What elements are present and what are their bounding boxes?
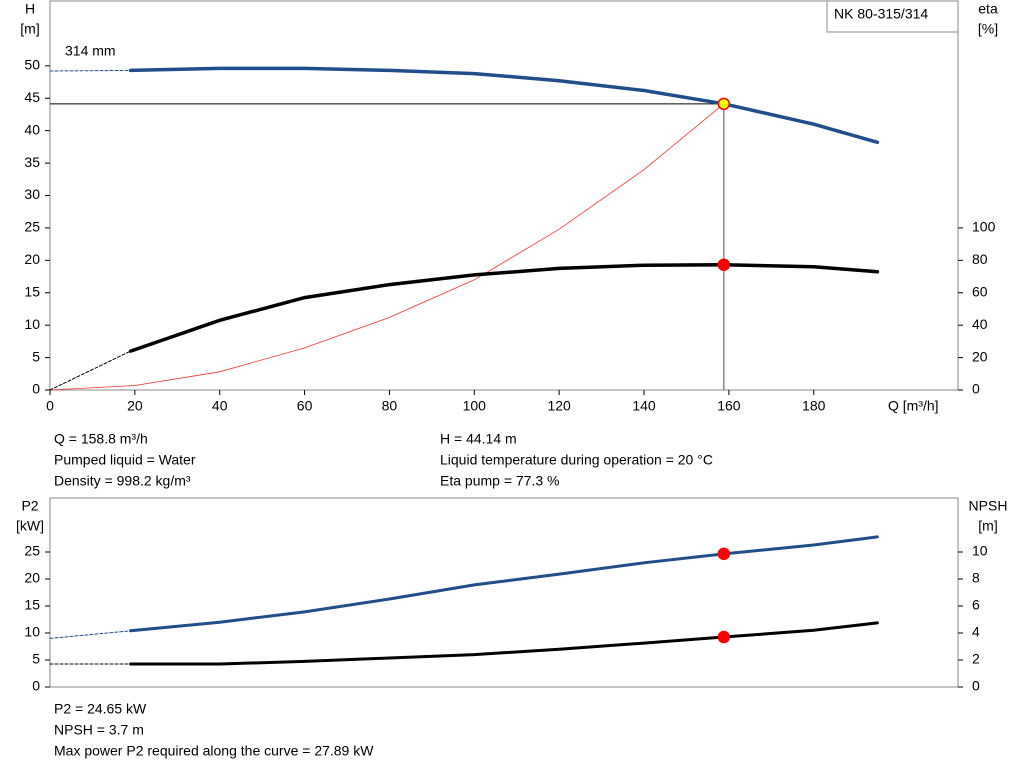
y-tick-label: 25 [24, 219, 40, 235]
duty-marker [717, 258, 731, 271]
y-axis-label: P2 [21, 498, 38, 514]
x-tick-label: 0 [46, 398, 54, 414]
y-tick-label: 25 [24, 543, 40, 559]
y2-tick-label: 20 [972, 348, 988, 364]
duty-marker [717, 547, 731, 561]
y2-axis-label: eta [978, 1, 998, 17]
y-tick-label: 5 [32, 348, 40, 364]
y2-tick-label: 4 [972, 624, 980, 640]
y2-tick-label: 100 [972, 219, 996, 235]
y2-tick-label: 0 [972, 678, 980, 694]
y-tick-label: 10 [24, 316, 40, 332]
x-tick-label: 160 [717, 398, 741, 414]
curve [49, 69, 132, 72]
y-axis-unit: [m] [20, 21, 39, 37]
y2-tick-label: 80 [972, 251, 988, 267]
plot-frame [49, 497, 959, 688]
curve [49, 630, 132, 639]
curve [129, 535, 879, 633]
y-tick-label: 15 [24, 283, 40, 299]
x-tick-label: 100 [463, 398, 487, 414]
y-tick-label: 0 [32, 381, 40, 397]
info-text: H = 44.14 m [440, 431, 517, 447]
info-text: Eta pump = 77.3 % [440, 473, 559, 489]
y2-axis-unit: [%] [978, 21, 998, 37]
y-tick-label: 30 [24, 186, 40, 202]
y2-tick-label: 2 [972, 651, 980, 667]
y-tick-label: 35 [24, 154, 40, 170]
y-tick-label: 10 [24, 624, 40, 640]
y-tick-label: 0 [32, 678, 40, 694]
y-axis-label: H [25, 1, 35, 17]
info-text: Density = 998.2 kg/m³ [54, 473, 191, 489]
x-tick-label: 120 [547, 398, 571, 414]
y2-tick-label: 40 [972, 316, 988, 332]
y-tick-label: 20 [24, 251, 40, 267]
info-text: NPSH = 3.7 m [54, 722, 144, 738]
y-tick-label: 40 [24, 121, 40, 137]
info-text: P2 = 24.65 kW [54, 701, 147, 717]
legend-box [826, 0, 959, 33]
y2-tick-label: 8 [972, 570, 980, 586]
x-tick-label: 140 [632, 398, 656, 414]
x-tick-label: 60 [297, 398, 313, 414]
y2-tick-label: 0 [972, 381, 980, 397]
x-tick-label: 40 [212, 398, 228, 414]
y-tick-label: 5 [32, 651, 40, 667]
y2-axis-label: NPSH [969, 498, 1008, 514]
info-text: Pumped liquid = Water [54, 452, 196, 468]
duty-marker [717, 97, 731, 111]
curve [128, 66, 880, 145]
curve [49, 350, 132, 391]
y-tick-label: 20 [24, 570, 40, 586]
curve [128, 262, 880, 353]
y2-axis-unit: [m] [978, 518, 997, 534]
x-axis-label: Q [m³/h] [888, 398, 939, 414]
x-tick-label: 80 [382, 398, 398, 414]
y-tick-label: 50 [24, 57, 40, 73]
x-tick-label: 180 [802, 398, 826, 414]
duty-marker [717, 630, 731, 644]
info-text: Liquid temperature during operation = 20… [440, 452, 713, 468]
curve-label: 314 mm [65, 43, 116, 59]
curve [49, 103, 725, 391]
y2-tick-label: 10 [972, 543, 988, 559]
legend-label: NK 80-315/314 [834, 6, 928, 22]
curve [129, 621, 879, 666]
y-tick-label: 45 [24, 89, 40, 105]
x-tick-label: 20 [127, 398, 143, 414]
y-tick-label: 15 [24, 597, 40, 613]
y2-tick-label: 60 [972, 283, 988, 299]
y-axis-unit: [kW] [16, 518, 44, 534]
info-text: Q = 158.8 m³/h [54, 431, 148, 447]
y2-tick-label: 6 [972, 597, 980, 613]
info-text: Max power P2 required along the curve = … [54, 743, 374, 759]
